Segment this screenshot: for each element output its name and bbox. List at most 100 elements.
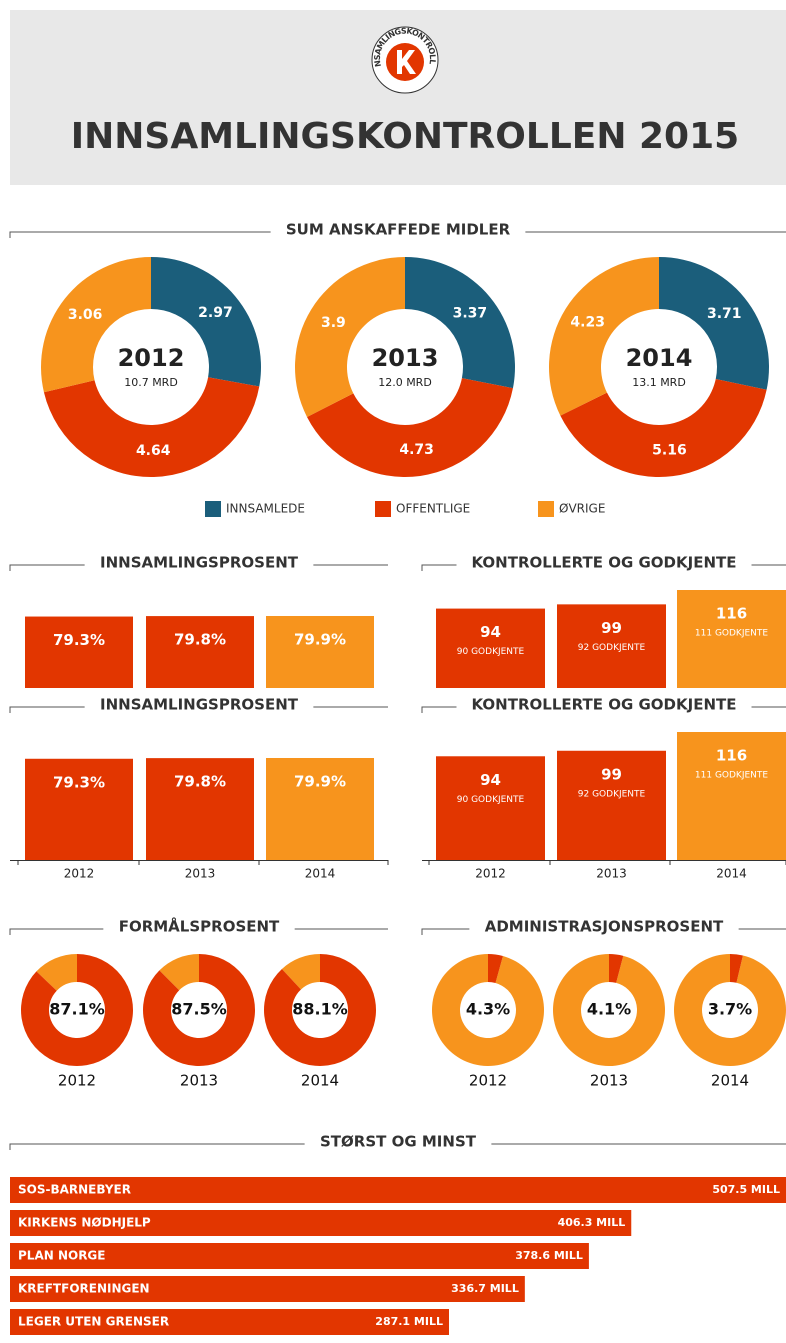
legend-label: INNSAMLEDE <box>226 502 305 516</box>
bar <box>25 758 133 860</box>
hbar-value: 336.7 MILL <box>451 1282 519 1295</box>
bar <box>436 756 545 860</box>
ring-label: 87.1% <box>49 1000 105 1019</box>
ring-segment <box>609 954 624 983</box>
ring-year: 2013 <box>590 1072 628 1090</box>
donut-segment <box>405 257 515 389</box>
ring-year: 2012 <box>58 1072 96 1090</box>
section-rule <box>421 706 457 713</box>
donut-year: 2012 <box>118 344 185 372</box>
section-title: FORMÅLSPROSENT <box>119 917 280 936</box>
hbar-value: 287.1 MILL <box>375 1315 443 1328</box>
bar-label: 99 <box>601 765 622 783</box>
bar-label: 79.9% <box>294 631 346 649</box>
donut-segment <box>659 257 769 390</box>
ring-segment <box>143 954 256 1067</box>
section-rule <box>9 706 85 713</box>
segment-label: 3.06 <box>68 307 103 323</box>
bar-sublabel: 90 GODKJENTE <box>457 647 525 657</box>
x-tick-label: 2012 <box>475 867 506 881</box>
section-title: STØRST OG MINST <box>320 1133 477 1151</box>
ring-label: 4.1% <box>587 1000 631 1019</box>
donut-segment <box>295 257 405 417</box>
segment-label: 4.23 <box>570 315 605 331</box>
segment-label: 3.71 <box>707 306 742 322</box>
bar <box>266 758 374 860</box>
x-tick-label: 2013 <box>596 867 627 881</box>
ring-segment <box>730 954 743 983</box>
donut-segment <box>548 257 659 416</box>
donut-segment <box>560 379 767 478</box>
bar-label: 116 <box>716 747 747 765</box>
bar <box>557 750 666 860</box>
donut-total: 10.7 MRD <box>124 376 178 389</box>
donut-segment <box>306 378 513 478</box>
ring-label: 3.7% <box>708 1000 752 1019</box>
donut-segment <box>41 257 152 393</box>
segment-label: 5.16 <box>652 442 687 458</box>
bar <box>146 616 254 688</box>
section-title: KONTROLLERTE OG GODKJENTE <box>471 696 736 714</box>
x-tick-label: 2013 <box>185 867 216 881</box>
ring-rest <box>674 954 786 1066</box>
legend-swatch <box>205 501 221 517</box>
bar-sublabel: 92 GODKJENTE <box>578 789 646 799</box>
page-title: INNSAMLINGSKONTROLLEN 2015 <box>71 116 739 157</box>
bar-label: 116 <box>716 605 747 623</box>
donut-total: 13.1 MRD <box>632 376 686 389</box>
section-rule <box>9 928 104 935</box>
donut-total: 12.0 MRD <box>378 376 432 389</box>
ring-rest <box>281 954 320 990</box>
ring-year: 2014 <box>711 1072 749 1090</box>
x-tick-label: 2014 <box>716 867 747 881</box>
bar <box>266 616 374 688</box>
segment-label: 3.37 <box>453 306 488 322</box>
hbar-value: 406.3 MILL <box>558 1216 626 1229</box>
donut-year: 2013 <box>372 344 439 372</box>
legend-swatch <box>375 501 391 517</box>
bar-sublabel: 92 GODKJENTE <box>578 643 646 653</box>
bar-label: 79.3% <box>53 773 105 791</box>
bar-label: 79.3% <box>53 631 105 649</box>
donut-segment <box>43 377 260 477</box>
bar-sublabel: 111 GODKJENTE <box>695 771 769 781</box>
donut-year: 2014 <box>626 344 693 372</box>
donut-segment <box>151 257 261 387</box>
hbar-name: KIRKENS NØDHJELP <box>18 1216 151 1230</box>
hbar-value: 378.6 MILL <box>515 1249 583 1262</box>
logo-k <box>397 50 416 74</box>
section-title: KONTROLLERTE OG GODKJENTE <box>471 554 736 572</box>
bar-label: 79.9% <box>294 773 346 791</box>
bar <box>557 604 666 688</box>
bar-label: 79.8% <box>174 631 226 649</box>
ring-rest <box>432 954 545 1066</box>
legend-label: OFFENTLIGE <box>396 502 470 516</box>
ring-rest <box>552 954 665 1067</box>
hbar <box>10 1177 786 1203</box>
x-tick-label: 2014 <box>305 867 336 881</box>
bar <box>677 590 786 688</box>
bar-sublabel: 111 GODKJENTE <box>695 629 769 639</box>
bar <box>146 758 254 860</box>
ring-segment <box>21 954 134 1066</box>
bar-sublabel: 90 GODKJENTE <box>457 795 525 805</box>
section-rule <box>9 564 85 571</box>
legend-label: ØVRIGE <box>559 502 605 516</box>
bar <box>677 732 786 860</box>
section-title: INNSAMLINGSPROSENT <box>100 554 299 572</box>
hbar-name: LEGER UTEN GRENSER <box>18 1315 169 1329</box>
hbar-value: 507.5 MILL <box>712 1183 780 1196</box>
ring-label: 87.5% <box>171 1000 227 1019</box>
bar-label: 99 <box>601 619 622 637</box>
ring-rest <box>36 954 77 991</box>
bar-label: 94 <box>480 771 501 789</box>
section-rule <box>9 231 271 238</box>
hbar-name: SOS-BARNEBYER <box>18 1183 131 1197</box>
segment-label: 3.9 <box>321 315 346 331</box>
section-rule <box>9 1143 305 1150</box>
segment-label: 4.64 <box>136 443 171 459</box>
hbar-name: KREFTFORENINGEN <box>18 1282 150 1296</box>
ring-segment <box>264 954 376 1066</box>
bar <box>436 608 545 688</box>
